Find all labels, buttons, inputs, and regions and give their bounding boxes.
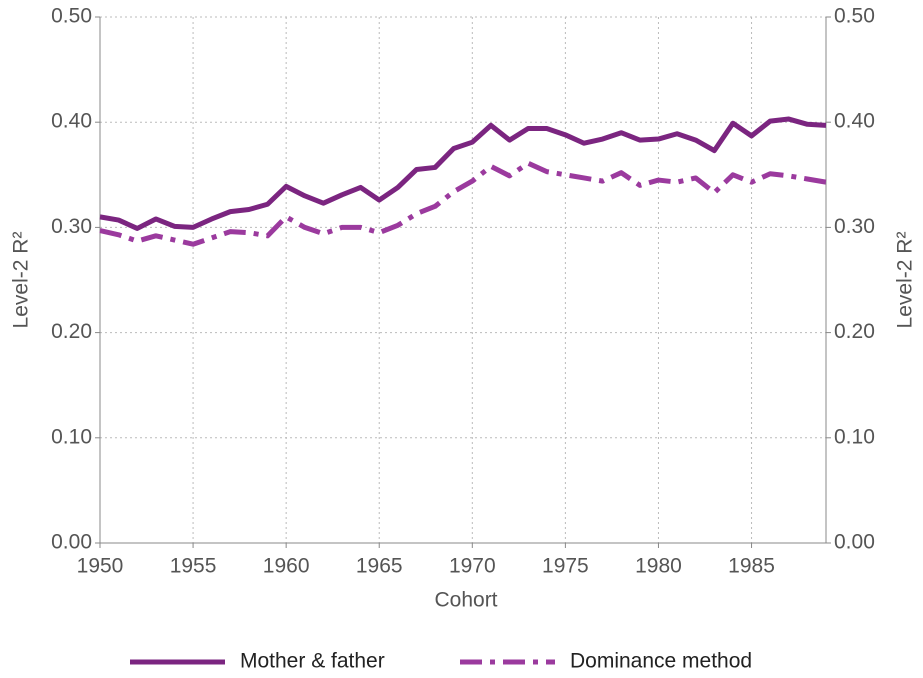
x-tick-label: 1950 xyxy=(77,555,124,578)
y-tick-label: 0.00 xyxy=(51,531,92,554)
y2-tick-label: 0.10 xyxy=(834,425,875,448)
y-tick-label: 0.20 xyxy=(51,320,92,343)
x-tick-label: 1960 xyxy=(263,555,310,578)
y-tick-label: 0.10 xyxy=(51,425,92,448)
x-tick-label: 1985 xyxy=(728,555,775,578)
y-tick-label: 0.40 xyxy=(51,110,92,133)
legend-label: Mother & father xyxy=(240,650,385,673)
x-axis-label: Cohort xyxy=(434,589,497,612)
x-tick-label: 1955 xyxy=(170,555,217,578)
y-tick-label: 0.30 xyxy=(51,215,92,238)
y2-tick-label: 0.20 xyxy=(834,320,875,343)
y2-tick-label: 0.30 xyxy=(834,215,875,238)
x-tick-label: 1975 xyxy=(542,555,589,578)
x-tick-label: 1970 xyxy=(449,555,496,578)
x-tick-label: 1965 xyxy=(356,555,403,578)
legend-label: Dominance method xyxy=(570,650,752,673)
series-line xyxy=(99,160,827,247)
y-axis-label: Level-2 R² xyxy=(10,232,33,329)
y2-tick-label: 0.50 xyxy=(834,5,875,28)
y2-tick-label: 0.40 xyxy=(834,110,875,133)
y2-tick-label: 0.00 xyxy=(834,531,875,554)
series-line xyxy=(99,116,827,231)
y-tick-label: 0.50 xyxy=(51,5,92,28)
y2-axis-label: Level-2 R² xyxy=(894,232,917,329)
x-tick-label: 1980 xyxy=(635,555,682,578)
